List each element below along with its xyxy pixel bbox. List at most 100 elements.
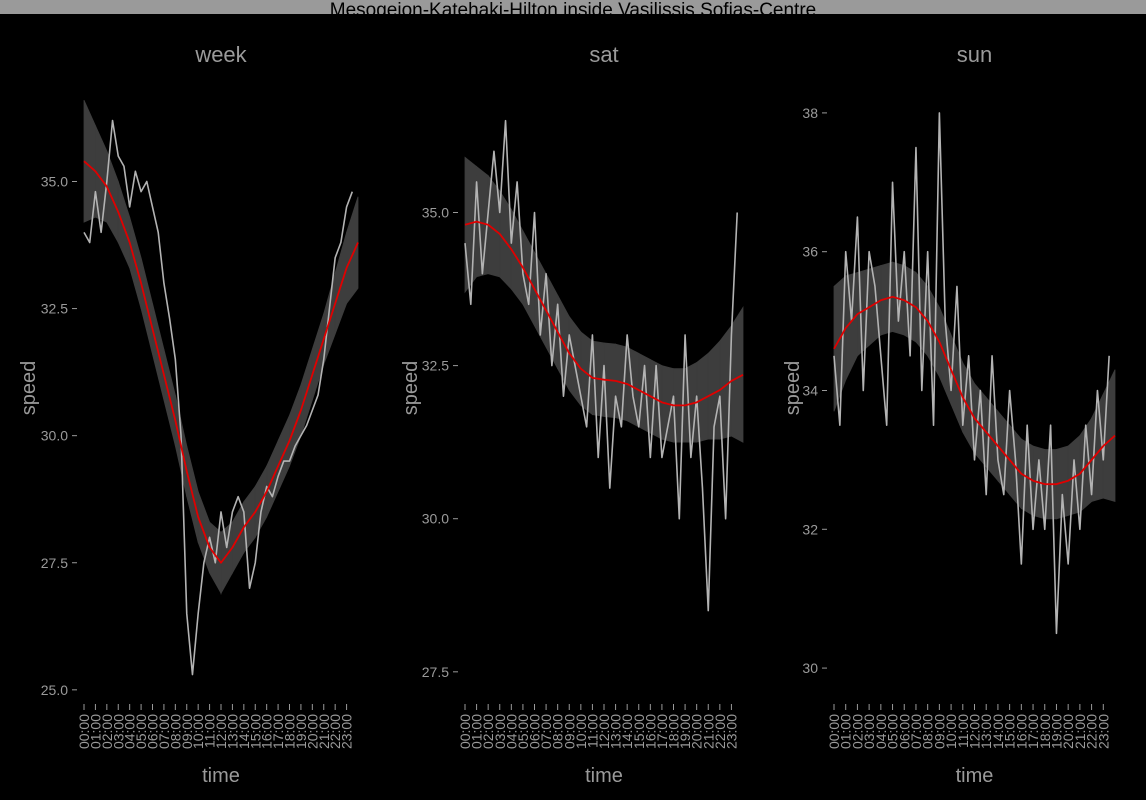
x-tick-label: 20:00	[689, 714, 705, 749]
x-tick-label: 06:00	[145, 714, 161, 749]
x-tick-label: 21:00	[316, 714, 332, 749]
y-tick-label: 32.5	[422, 358, 449, 374]
x-tick-label: 21:00	[1072, 714, 1088, 749]
x-tick-label: 10:00	[190, 714, 206, 749]
y-axis-title: speed	[782, 361, 804, 416]
x-tick-label: 22:00	[327, 714, 343, 749]
speed-line	[83, 119, 354, 676]
smooth-line	[83, 160, 359, 564]
x-tick-label: 18:00	[282, 714, 298, 749]
x-tick-label: 00:00	[457, 714, 473, 749]
x-tick-label: 19:00	[677, 714, 693, 749]
x-tick-label: 18:00	[666, 714, 682, 749]
y-tick-label: 35.0	[41, 174, 68, 190]
y-tick-label: 30.0	[41, 428, 68, 444]
x-tick-label: 22:00	[1084, 714, 1100, 749]
y-axis-title: speed	[18, 361, 40, 416]
x-tick-label: 07:00	[538, 714, 554, 749]
panel-title: sat	[589, 42, 618, 67]
x-tick-label: 11:00	[955, 714, 971, 748]
x-tick-label: 16:00	[259, 714, 275, 749]
x-tick-label: 10:00	[573, 714, 589, 749]
x-tick-label: 15:00	[1002, 714, 1018, 749]
x-tick-label: 08:00	[167, 714, 183, 749]
x-tick-label: 10:00	[943, 714, 959, 749]
x-tick-label: 15:00	[247, 714, 263, 749]
panel-title: week	[194, 42, 247, 67]
x-tick-label: 23:00	[339, 714, 355, 749]
x-tick-label: 12:00	[596, 714, 612, 749]
x-tick-label: 03:00	[110, 714, 126, 749]
x-tick-label: 08:00	[550, 714, 566, 749]
x-tick-label: 04:00	[122, 714, 138, 749]
x-tick-label: 02:00	[99, 714, 115, 749]
y-tick-label: 27.5	[41, 555, 68, 571]
x-tick-label: 19:00	[1048, 714, 1064, 749]
x-tick-label: 13:00	[978, 714, 994, 749]
y-tick-label: 27.5	[422, 664, 449, 680]
x-axis-title: time	[202, 765, 240, 787]
confidence-band	[731, 306, 744, 443]
y-axis-title: speed	[400, 361, 422, 416]
x-tick-label: 19:00	[293, 714, 309, 749]
x-tick-label: 13:00	[224, 714, 240, 749]
x-tick-label: 01:00	[87, 714, 103, 749]
x-tick-label: 07:00	[908, 714, 924, 749]
x-tick-label: 11:00	[202, 714, 218, 748]
x-tick-label: 01:00	[469, 714, 485, 749]
speed-line	[833, 112, 1110, 635]
chart-title: Mesogeion-Katehaki-Hilton inside Vasilis…	[330, 0, 816, 21]
y-tick-label: 38	[802, 105, 818, 121]
x-tick-label: 17:00	[654, 714, 670, 749]
y-tick-label: 30.0	[422, 511, 449, 527]
x-tick-label: 21:00	[700, 714, 716, 749]
x-tick-label: 22:00	[712, 714, 728, 749]
y-tick-label: 25.0	[41, 682, 68, 698]
x-tick-label: 05:00	[515, 714, 531, 749]
x-tick-label: 13:00	[608, 714, 624, 749]
x-tick-label: 01:00	[838, 714, 854, 749]
smooth-line	[833, 295, 1116, 486]
y-tick-label: 32.5	[41, 301, 68, 317]
x-tick-label: 14:00	[990, 714, 1006, 749]
x-axis-title: time	[585, 765, 623, 787]
x-tick-label: 18:00	[1037, 714, 1053, 749]
x-tick-label: 04:00	[873, 714, 889, 749]
x-tick-label: 04:00	[503, 714, 519, 749]
smooth-line	[464, 220, 744, 407]
x-tick-label: 06:00	[896, 714, 912, 749]
x-tick-label: 09:00	[931, 714, 947, 749]
x-tick-label: 16:00	[1013, 714, 1029, 749]
x-tick-label: 05:00	[885, 714, 901, 749]
speed-line	[464, 119, 739, 612]
x-axis-title: time	[956, 765, 994, 787]
x-tick-label: 14:00	[619, 714, 635, 749]
x-tick-label: 14:00	[236, 714, 252, 749]
x-tick-label: 08:00	[920, 714, 936, 749]
x-tick-label: 17:00	[1025, 714, 1041, 749]
x-tick-label: 06:00	[527, 714, 543, 749]
x-tick-label: 23:00	[1095, 714, 1111, 749]
x-tick-label: 23:00	[723, 714, 739, 749]
x-tick-label: 17:00	[270, 714, 286, 749]
panel-title: sun	[957, 42, 992, 67]
y-tick-label: 30	[802, 660, 818, 676]
x-tick-label: 05:00	[133, 714, 149, 749]
x-tick-label: 02:00	[849, 714, 865, 749]
y-tick-label: 32	[802, 521, 818, 537]
x-tick-label: 03:00	[861, 714, 877, 749]
x-tick-label: 20:00	[1060, 714, 1076, 749]
x-tick-label: 12:00	[967, 714, 983, 749]
title-strip	[0, 0, 1146, 14]
x-tick-label: 02:00	[480, 714, 496, 749]
x-tick-label: 09:00	[561, 714, 577, 749]
x-tick-label: 00:00	[826, 714, 842, 749]
x-tick-label: 07:00	[156, 714, 172, 749]
x-tick-label: 12:00	[213, 714, 229, 749]
y-tick-label: 36	[802, 244, 818, 260]
x-tick-label: 11:00	[584, 714, 600, 748]
x-tick-label: 15:00	[631, 714, 647, 749]
x-tick-label: 16:00	[642, 714, 658, 749]
x-tick-label: 20:00	[304, 714, 320, 749]
